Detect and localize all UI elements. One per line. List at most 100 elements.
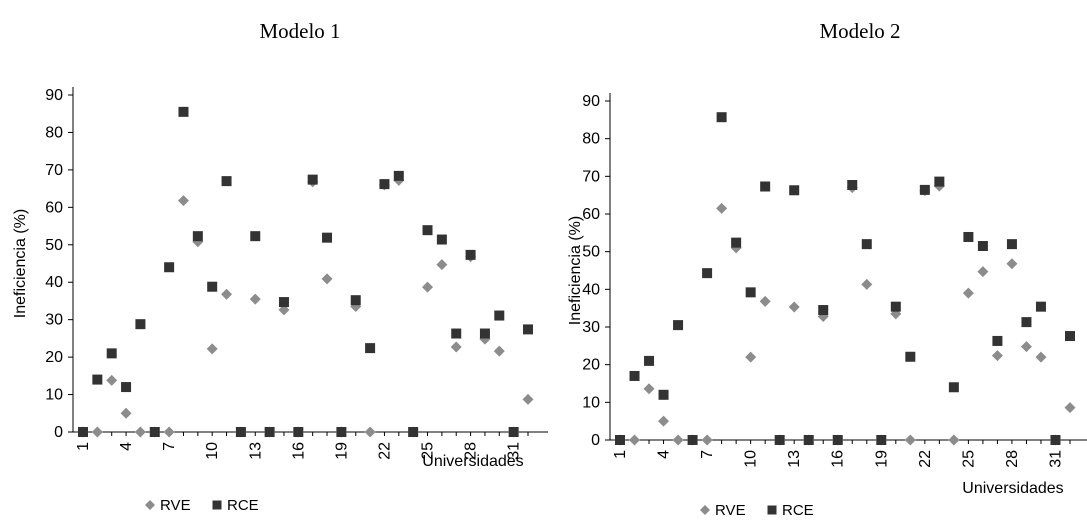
x-tick-label: 25: [960, 450, 977, 468]
rve-point: [221, 288, 233, 300]
rce-point: [235, 427, 246, 437]
x-tick-label: 28: [1004, 450, 1021, 468]
x-tick-label: 25: [420, 442, 437, 460]
rve-point: [1020, 341, 1032, 353]
y-tick-label: 50: [582, 244, 600, 261]
rve-point: [745, 351, 757, 363]
rce-point: [847, 179, 858, 190]
rce-point: [164, 262, 175, 273]
rce-point: [934, 176, 945, 187]
legend-rve-marker: [145, 500, 155, 510]
rce-point: [192, 231, 203, 242]
rve-point: [493, 345, 505, 357]
legend-entry: RVE: [160, 497, 191, 514]
rce-point: [78, 427, 88, 437]
rve-point: [436, 259, 448, 271]
y-tick-label: 30: [582, 319, 600, 336]
x-axis-label: Universidades: [962, 480, 1063, 497]
rce-point: [963, 231, 974, 242]
x-tick-label: 19: [873, 450, 890, 468]
rce-point: [658, 389, 669, 400]
x-tick-label: 31: [506, 442, 523, 460]
y-tick-label: 20: [582, 357, 600, 374]
rce-point: [135, 319, 146, 330]
rve-point: [948, 434, 960, 446]
rce-point: [365, 343, 376, 354]
x-axis-label: Universidades: [422, 453, 523, 470]
rve-point: [904, 434, 916, 446]
rce-point: [264, 427, 275, 437]
x-tick-label: 4: [118, 442, 135, 451]
rce-point: [977, 241, 988, 252]
rce-point: [178, 106, 189, 117]
rce-point: [508, 427, 519, 437]
y-axis-label: Ineficiencia (%): [12, 209, 29, 318]
rce-point: [861, 239, 872, 250]
rce-point: [379, 179, 390, 190]
rce-point: [731, 237, 742, 248]
rce-point: [919, 184, 930, 195]
rce-point: [221, 176, 232, 187]
y-tick-label: 30: [45, 312, 63, 329]
rce-point: [479, 328, 490, 339]
rce-point: [350, 295, 361, 306]
rce-point: [408, 427, 419, 437]
rce-point: [436, 234, 447, 245]
rve-point: [450, 341, 462, 353]
rce-point: [876, 435, 887, 445]
rve-point: [759, 295, 771, 307]
rce-point: [1006, 239, 1017, 250]
rce-point: [760, 181, 771, 192]
x-tick-label: 16: [830, 450, 847, 468]
legend-entry: RVE: [715, 502, 746, 519]
x-tick-label: 10: [743, 450, 760, 468]
rve-point: [643, 383, 655, 395]
rve-point: [991, 350, 1003, 362]
y-axis-label: Ineficiencia (%): [567, 216, 584, 325]
rve-point: [321, 273, 333, 285]
rce-point: [905, 351, 916, 362]
y-tick-label: 70: [45, 162, 63, 179]
rve-point: [120, 407, 132, 419]
y-tick-label: 50: [45, 237, 63, 254]
y-tick-label: 80: [45, 124, 63, 141]
rve-point: [206, 343, 218, 355]
rce-point: [992, 335, 1003, 346]
rce-point: [818, 305, 829, 316]
x-tick-label: 13: [247, 442, 264, 460]
rve-point: [788, 301, 800, 313]
rve-point: [177, 195, 189, 207]
rce-point: [523, 324, 533, 335]
chart-modelo-1: Modelo 1 0 10 20 30 40 50 60 70 80 90 1 4 7 10 13 16 19 22…: [12, 19, 548, 514]
rce-point: [250, 231, 261, 242]
x-tick-label: 1: [612, 450, 629, 459]
x-tick-label: 13: [786, 450, 803, 468]
rve-point: [163, 426, 175, 438]
y-tick-label: 60: [582, 206, 600, 223]
rce-point: [774, 435, 785, 445]
rce-point: [1021, 317, 1032, 328]
y-tick-label: 10: [582, 394, 600, 411]
rce-point: [1050, 435, 1061, 445]
rve-point: [658, 415, 670, 427]
rve-point: [701, 434, 713, 446]
rce-point: [92, 374, 103, 385]
rce-point: [890, 301, 901, 312]
rve-point: [629, 434, 641, 446]
rce-point: [393, 170, 404, 181]
rce-point: [615, 435, 625, 445]
rce-point: [629, 370, 640, 381]
y-tick-label: 10: [45, 387, 63, 404]
rce-point: [207, 281, 218, 292]
legend-entry: RCE: [227, 497, 259, 514]
rve-point: [134, 426, 146, 438]
x-tick-label: 28: [463, 442, 480, 460]
chart-title: Modelo 2: [819, 19, 900, 43]
rce-point: [702, 268, 713, 279]
legend-rce-marker: [767, 505, 777, 515]
rce-point: [121, 382, 132, 393]
rce-point: [307, 174, 318, 185]
rce-point: [789, 185, 800, 196]
rce-point: [687, 435, 698, 445]
rce-point: [494, 310, 505, 321]
